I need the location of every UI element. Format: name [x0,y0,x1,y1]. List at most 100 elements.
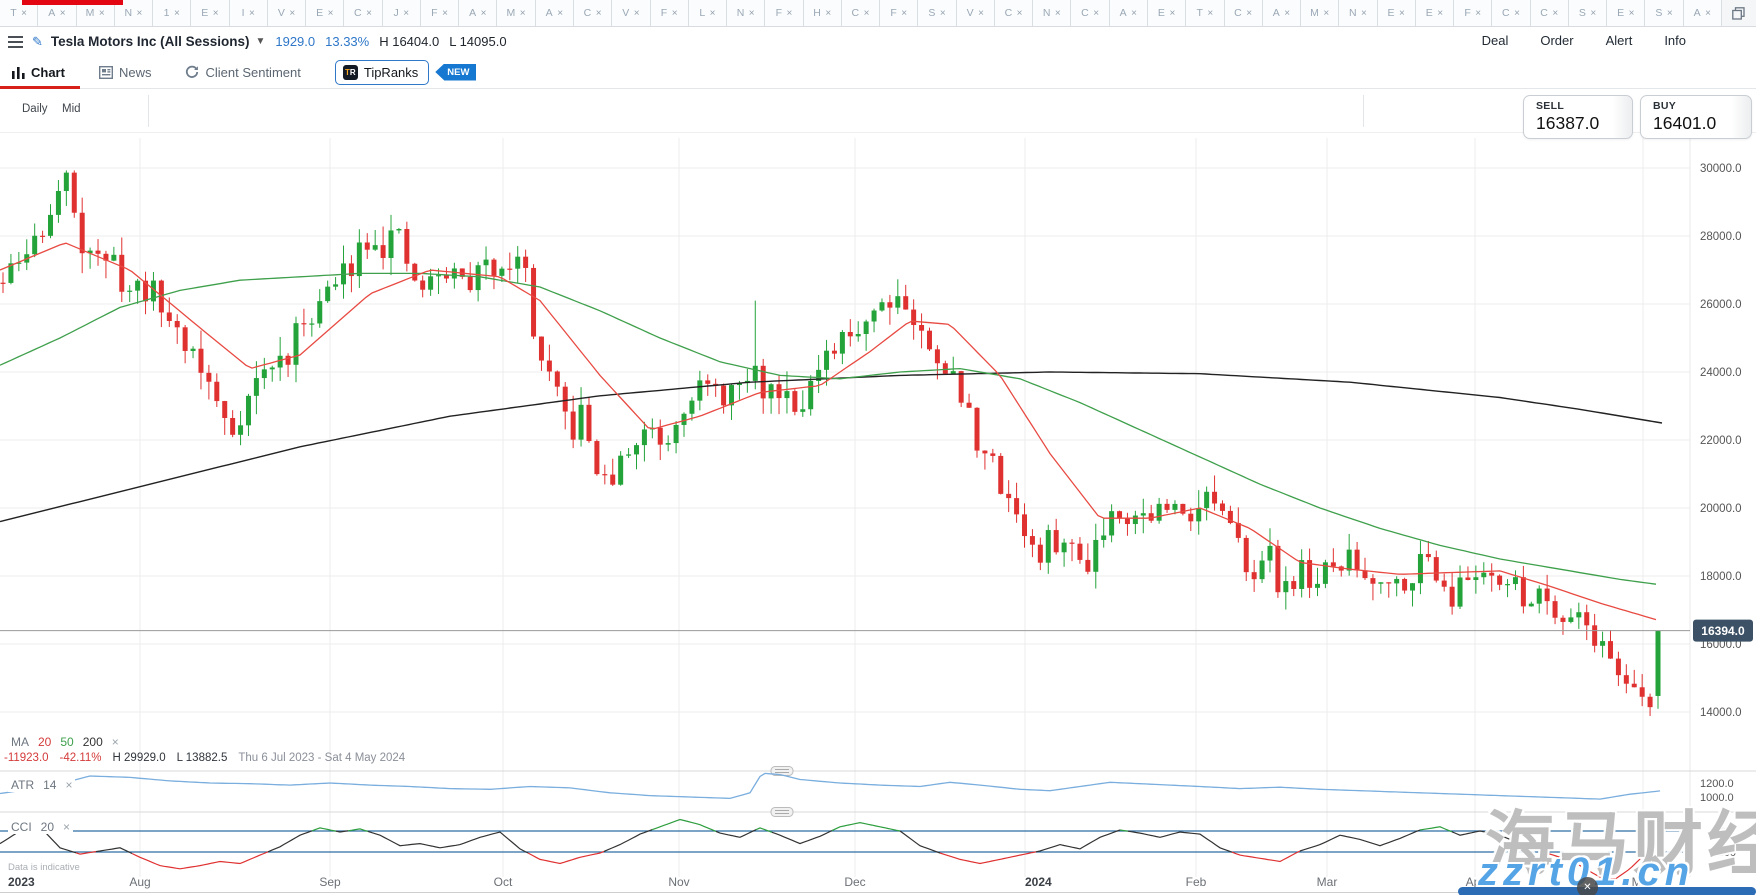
close-icon[interactable]: × [671,7,678,19]
doc-tab[interactable]: S × [1568,0,1608,26]
alert-button[interactable]: Alert [1605,33,1633,48]
chevron-down-icon[interactable]: ▼ [255,36,266,47]
watermark-close-icon[interactable]: ✕ [1577,877,1598,895]
doc-tab[interactable]: C × [1530,0,1569,26]
close-icon[interactable]: × [1399,7,1405,19]
ma-close-icon[interactable]: × [111,735,119,749]
doc-tab[interactable]: N × [1339,0,1378,26]
doc-tab[interactable]: T × [1186,0,1225,26]
doc-tab[interactable]: E × [1377,0,1416,26]
close-icon[interactable]: × [1323,7,1330,19]
close-icon[interactable]: × [1666,7,1673,19]
doc-tab[interactable]: A × [459,0,498,26]
doc-tab[interactable]: A × [1262,0,1302,26]
close-icon[interactable]: × [480,7,487,19]
price-type-dropdown[interactable]: Mid [62,103,81,115]
close-icon[interactable]: × [595,7,602,19]
close-icon[interactable]: × [1093,7,1100,19]
close-icon[interactable]: × [212,7,219,19]
close-icon[interactable]: × [21,7,28,19]
close-icon[interactable]: × [98,7,105,19]
cci-close-icon[interactable]: × [63,820,71,834]
doc-tab[interactable]: E × [1607,0,1646,26]
close-icon[interactable]: × [1131,7,1138,19]
close-icon[interactable]: × [1246,7,1253,19]
doc-tab[interactable]: N × [1033,0,1072,26]
close-icon[interactable]: × [748,7,755,19]
close-icon[interactable]: × [173,7,180,19]
close-icon[interactable]: × [1475,7,1482,19]
doc-tab[interactable]: J × [382,0,421,26]
doc-tab[interactable]: C × [573,0,613,26]
close-icon[interactable]: × [289,7,296,19]
doc-tab[interactable]: M × [497,0,536,26]
doc-tab[interactable]: V × [956,0,995,26]
doc-tab[interactable]: N × [727,0,766,26]
close-icon[interactable]: × [709,7,716,19]
doc-tab[interactable]: E × [1415,0,1455,26]
doc-tab[interactable]: A × [1109,0,1148,26]
instrument-title[interactable]: Tesla Motors Inc (All Sessions) [50,34,250,49]
doc-tab[interactable]: C × [344,0,383,26]
chart-area[interactable]: 30000.0 28000.0 26000.0 24000.0 22000.0 20000… [0,133,1756,895]
close-icon[interactable]: × [59,7,66,19]
doc-tab[interactable]: E × [1147,0,1187,26]
close-icon[interactable]: × [901,7,908,19]
close-icon[interactable]: × [442,7,448,19]
close-icon[interactable]: × [1361,7,1367,19]
close-icon[interactable]: × [1590,7,1597,19]
doc-tab[interactable]: F × [880,0,919,26]
doc-tab[interactable]: C × [994,0,1034,26]
deal-button[interactable]: Deal [1481,33,1509,48]
panel-resize-handle[interactable] [770,807,794,817]
doc-tab[interactable]: M × [1301,0,1340,26]
doc-tab[interactable]: C × [1071,0,1110,26]
close-icon[interactable]: × [1207,7,1214,19]
doc-tab[interactable]: C × [1492,0,1531,26]
doc-tab[interactable]: A × [1683,0,1722,26]
close-icon[interactable]: × [249,7,255,19]
doc-tab[interactable]: V × [612,0,651,26]
doc-tab[interactable]: E × [306,0,345,26]
tab-client-sentiment[interactable]: Client Sentiment [185,65,301,80]
menu-icon[interactable] [8,35,23,48]
close-icon[interactable]: × [939,7,946,19]
close-icon[interactable]: × [1514,7,1520,19]
close-icon[interactable]: × [403,7,410,19]
doc-tab[interactable]: H × [803,0,842,26]
close-icon[interactable]: × [1054,7,1061,19]
price-chart-canvas[interactable]: 30000.0 28000.0 26000.0 24000.0 22000.0 20000… [0,133,1756,895]
order-button[interactable]: Order [1540,33,1574,48]
tab-chart[interactable]: Chart [12,65,65,80]
buy-price-button[interactable]: BUY 16401.0 [1640,95,1752,139]
doc-tab[interactable]: A × [535,0,574,26]
info-button[interactable]: Info [1664,33,1686,48]
close-icon[interactable]: × [366,7,372,19]
close-icon[interactable]: × [327,7,334,19]
doc-tab[interactable]: C × [1224,0,1263,26]
doc-tab[interactable]: S × [1645,0,1684,26]
close-icon[interactable]: × [825,7,832,19]
sell-price-button[interactable]: SELL 16387.0 [1523,95,1633,139]
doc-tab[interactable]: F × [765,0,804,26]
doc-tab[interactable]: F × [420,0,460,26]
close-icon[interactable]: × [519,7,526,19]
doc-tab[interactable]: L × [688,0,728,26]
close-icon[interactable]: × [1016,7,1023,19]
edit-pencil-icon[interactable]: ✎ [32,33,43,49]
doc-tab[interactable]: S × [918,0,957,26]
doc-tab[interactable]: 1 × [153,0,192,26]
tab-news[interactable]: News [98,65,151,80]
doc-tab[interactable]: E × [191,0,230,26]
close-icon[interactable]: × [1284,7,1291,19]
close-icon[interactable]: × [1169,7,1176,19]
doc-tab[interactable]: I × [229,0,268,26]
doc-tab[interactable]: F × [1454,0,1493,26]
close-icon[interactable]: × [1552,7,1559,19]
close-icon[interactable]: × [1628,7,1635,19]
close-icon[interactable]: × [633,7,640,19]
close-icon[interactable]: × [1705,7,1711,19]
doc-tab[interactable]: V × [267,0,307,26]
close-icon[interactable]: × [863,7,870,19]
